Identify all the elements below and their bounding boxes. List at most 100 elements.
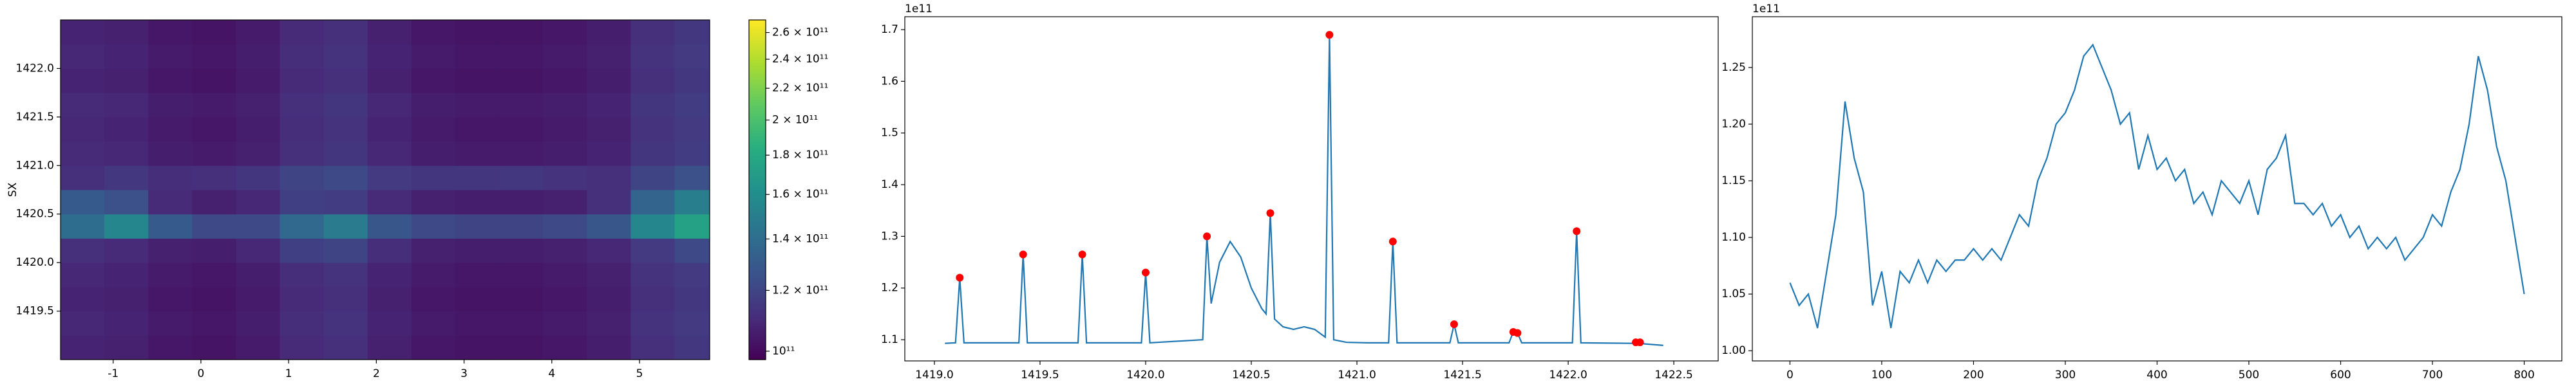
colorbar-segment	[749, 286, 766, 290]
colorbar-segment	[749, 207, 766, 210]
y-tick-label: 1421.0	[16, 159, 54, 172]
y-tick-label: 1.20	[1721, 118, 1746, 131]
colorbar-segment	[749, 37, 766, 41]
heatmap-cell	[236, 262, 281, 288]
x-tick-label: 0	[198, 367, 205, 380]
heatmap-cell	[630, 335, 676, 360]
colorbar-segment	[749, 195, 766, 199]
colorbar-segment	[749, 119, 766, 122]
colorbar-tick-label: 1.6 × 10¹¹	[772, 188, 828, 201]
heatmap-cell	[674, 44, 710, 69]
heatmap-cell	[104, 286, 149, 312]
heatmap-cell	[323, 238, 368, 263]
y-axis-label: SX	[6, 182, 19, 197]
heatmap-cell	[674, 116, 710, 142]
heatmap-cell	[148, 116, 193, 142]
heatmap-cell	[455, 116, 500, 142]
heatmap-cell	[455, 44, 500, 69]
heatmap-cell	[411, 20, 456, 45]
colorbar-segment	[749, 187, 766, 190]
offset-text: 1e11	[905, 3, 933, 15]
colorbar-segment	[749, 113, 766, 117]
heatmap-cell	[630, 238, 676, 263]
axes-frame	[904, 16, 1719, 362]
heatmap-cell	[499, 93, 544, 118]
colorbar-segment	[749, 42, 766, 46]
x-tick-label: 4	[548, 367, 555, 380]
colorbar-segment	[749, 65, 766, 69]
colorbar-segment	[749, 235, 766, 239]
heatmap-cell	[192, 190, 236, 215]
colorbar-segment	[749, 105, 766, 108]
heatmap-cell	[148, 262, 193, 288]
colorbar-segment	[749, 241, 766, 244]
colorbar-segment	[749, 263, 766, 267]
colorbar-segment	[749, 249, 766, 253]
x-tick-label: 1422.0	[1549, 369, 1587, 381]
heatmap-cell	[367, 238, 412, 263]
colorbar-segment	[749, 221, 766, 225]
heatmap-cell	[499, 286, 544, 312]
x-tick-label: 5	[636, 367, 643, 380]
heatmap-cell	[411, 68, 456, 93]
colorbar-segment	[749, 283, 766, 287]
colorbar-segment	[749, 77, 766, 80]
peak-marker	[1325, 31, 1334, 39]
heatmap-cell	[543, 20, 587, 45]
heatmap-cell	[279, 238, 325, 263]
heatmap-cell	[411, 165, 456, 190]
heatmap-cell	[104, 214, 149, 239]
colorbar-segment	[749, 164, 766, 168]
heatmap-cell	[630, 165, 676, 190]
x-tick-label: 600	[2330, 369, 2351, 381]
x-tick-label: 1421.0	[1338, 369, 1376, 381]
heatmap-cell	[104, 311, 149, 336]
heatmap-cell	[61, 68, 105, 93]
heatmap-cell	[148, 311, 193, 336]
heatmap-cell	[411, 286, 456, 312]
heatmap-cell	[236, 68, 281, 93]
colorbar-segment	[749, 25, 766, 29]
heatmap-cell	[455, 335, 500, 360]
y-tick-label: 1419.5	[16, 305, 54, 318]
colorbar-segment	[749, 215, 766, 219]
heatmap-cell	[499, 20, 544, 45]
heatmap-cell	[587, 93, 631, 118]
x-tick-label: 300	[2055, 369, 2076, 381]
colorbar-tick-label: 2 × 10¹¹	[772, 114, 818, 127]
heatmap-cell	[279, 116, 325, 142]
x-tick-label: 1	[285, 367, 292, 380]
heatmap-cell	[630, 214, 676, 239]
colorbar-segment	[749, 23, 766, 26]
colorbar-segment	[749, 229, 766, 233]
heatmap-cell	[587, 214, 631, 239]
colorbar-tick-label: 1.8 × 10¹¹	[772, 149, 828, 161]
heatmap-cell	[192, 238, 236, 263]
colorbar-segment	[749, 190, 766, 193]
heatmap-cell	[61, 311, 105, 336]
heatmap-cell	[543, 214, 587, 239]
heatmap-cell	[279, 335, 325, 360]
heatmap-cell	[499, 190, 544, 215]
heatmap-cell	[630, 262, 676, 288]
colorbar-segment	[749, 152, 766, 156]
heatmap-cell	[543, 93, 587, 118]
colorbar-segment	[749, 158, 766, 162]
colorbar-segment	[749, 96, 766, 100]
heatmap-cell	[674, 311, 710, 336]
heatmap-cell	[499, 335, 544, 360]
colorbar-segment	[749, 127, 766, 131]
heatmap-cell	[499, 238, 544, 263]
colorbar-segment	[749, 136, 766, 140]
heatmap-cell	[104, 93, 149, 118]
colorbar-segment	[749, 331, 766, 335]
peak-marker	[1019, 250, 1027, 259]
heatmap-cell	[674, 262, 710, 288]
y-tick-label: 1.10	[1721, 231, 1746, 244]
colorbar-segment	[749, 161, 766, 165]
colorbar-segment	[749, 340, 766, 344]
heatmap-cell	[367, 116, 412, 142]
heatmap-cell	[367, 165, 412, 190]
heatmap-cell	[323, 190, 368, 215]
y-tick-label: 1421.5	[16, 111, 54, 124]
